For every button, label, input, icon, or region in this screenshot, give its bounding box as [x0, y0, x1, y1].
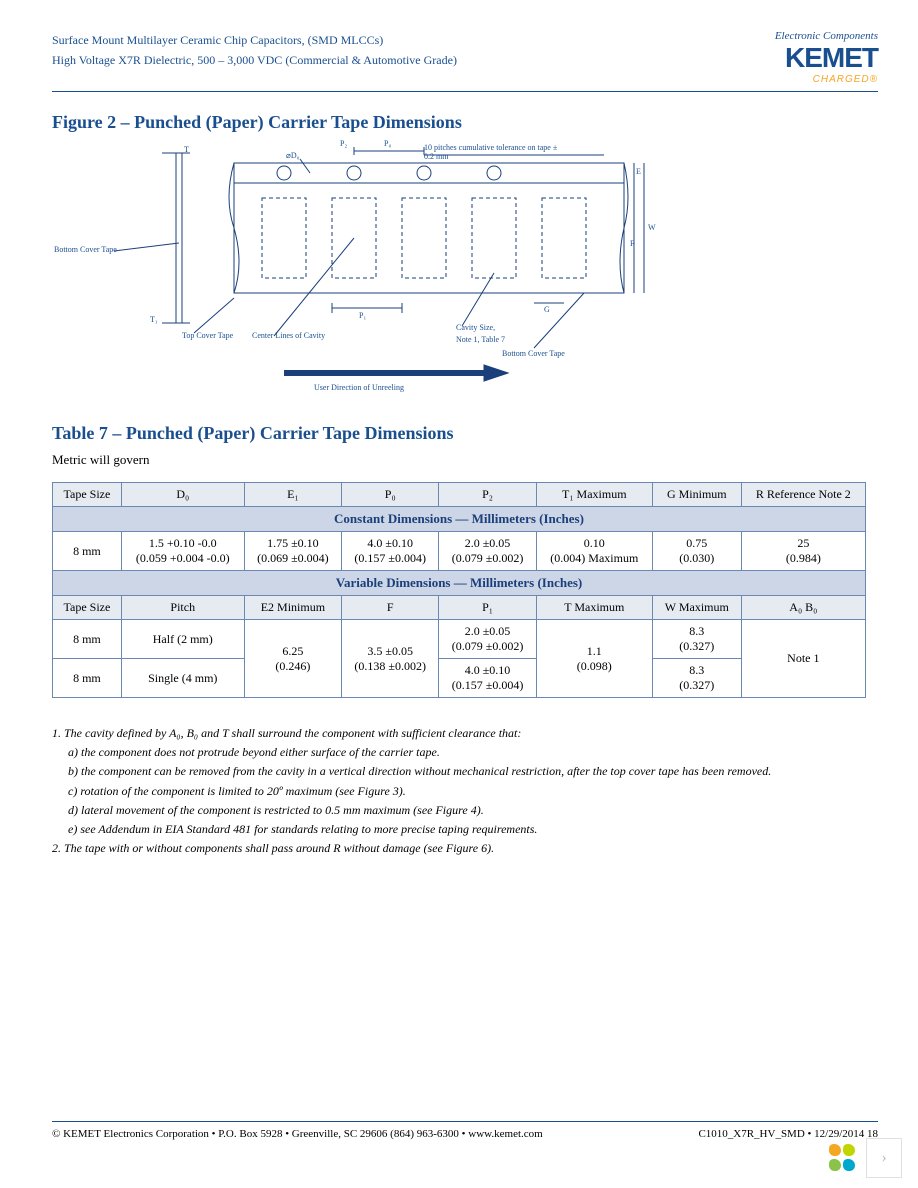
vcol-tape-size: Tape Size	[53, 596, 122, 620]
notes-block: 1. The cavity defined by A₀, B₀ and T sh…	[52, 724, 866, 858]
figure-title: Figure 2 – Punched (Paper) Carrier Tape …	[52, 112, 866, 133]
vcell-e2: 6.25 (0.246)	[244, 620, 341, 698]
col-tape-size: Tape Size	[53, 483, 122, 507]
label-P1: P₁	[359, 311, 366, 320]
label-note1: Note 1, Table 7	[456, 335, 505, 344]
footer-left: © KEMET Electronics Corporation • P.O. B…	[52, 1128, 543, 1140]
vcell-p1-2: 4.0 ±0.10 (0.157 ±0.004)	[439, 659, 536, 698]
vcol-w: W Maximum	[652, 596, 741, 620]
note-2: 2. The tape with or without components s…	[52, 839, 866, 858]
tape-diagram: Bottom Cover Tape Top Cover Tape Center …	[104, 143, 664, 403]
brand-tagline: Electronic Components	[775, 30, 878, 42]
cell-t1: 0.10 (0.004) Maximum	[536, 532, 652, 571]
page-header: Surface Mount Multilayer Ceramic Chip Ca…	[0, 0, 918, 85]
page-footer: © KEMET Electronics Corporation • P.O. B…	[52, 1121, 878, 1140]
cell-p2: 2.0 ±0.05 (0.079 ±0.002)	[439, 532, 536, 571]
note-1a: a) the component does not protrude beyon…	[68, 743, 866, 762]
vcol-ab: A₀ B₀	[741, 596, 865, 620]
const-data-row: 8 mm 1.5 +0.10 -0.0 (0.059 +0.004 -0.0) …	[53, 532, 866, 571]
label-D0: ⌀D₀	[286, 151, 299, 160]
note-1b: b) the component can be removed from the…	[68, 762, 866, 781]
note-1: 1. The cavity defined by A₀, B₀ and T sh…	[52, 724, 866, 743]
pager-controls: ›	[828, 1138, 902, 1178]
label-P2: P₂	[340, 139, 347, 148]
vcol-p1: P₁	[439, 596, 536, 620]
vcell-w2: 8.3 (0.327)	[652, 659, 741, 698]
doc-title-lines: Surface Mount Multilayer Ceramic Chip Ca…	[52, 30, 457, 71]
vcell-size: 8 mm	[53, 620, 122, 659]
vcell-ab: Note 1	[741, 620, 865, 698]
label-user-direction: User Direction of Unreeling	[314, 383, 404, 392]
label-cumulative: 10 pitches cumulative tolerance on tape …	[424, 143, 564, 161]
note-1e: e) see Addendum in EIA Standard 481 for …	[68, 820, 866, 839]
col-d0: D₀	[121, 483, 244, 507]
label-W: W	[648, 223, 656, 232]
label-top-cover-tape: Top Cover Tape	[182, 331, 233, 340]
label-center-lines: Center Lines of Cavity	[252, 331, 325, 340]
col-e1: E₁	[244, 483, 341, 507]
label-G: G	[544, 305, 550, 314]
var-cols-row: Tape Size Pitch E2 Minimum F P₁ T Maximu…	[53, 596, 866, 620]
cell-p0: 4.0 ±0.10 (0.157 ±0.004)	[342, 532, 439, 571]
label-cavity-size: Cavity Size,	[456, 323, 495, 332]
pager-logo-icon	[828, 1143, 858, 1173]
vcell-pitch: Half (2 mm)	[121, 620, 244, 659]
label-P0: P₀	[384, 139, 391, 148]
cell-size: 8 mm	[53, 532, 122, 571]
label-F: F	[630, 239, 634, 248]
doc-title-line-1: Surface Mount Multilayer Ceramic Chip Ca…	[52, 30, 457, 50]
col-r: R Reference Note 2	[741, 483, 865, 507]
vcol-e2: E2 Minimum	[244, 596, 341, 620]
doc-title-line-2: High Voltage X7R Dielectric, 500 – 3,000…	[52, 50, 457, 70]
col-g: G Minimum	[652, 483, 741, 507]
label-bottom-cover-tape-2: Bottom Cover Tape	[502, 349, 565, 358]
constant-section-header: Constant Dimensions — Millimeters (Inche…	[53, 507, 866, 532]
col-p2: P₂	[439, 483, 536, 507]
cell-d0: 1.5 +0.10 -0.0 (0.059 +0.004 -0.0)	[121, 532, 244, 571]
vcell-f: 3.5 ±0.05 (0.138 ±0.002)	[342, 620, 439, 698]
brand-logo: KEMET	[775, 42, 878, 74]
vcell-t: 1.1 (0.098)	[536, 620, 652, 698]
vcell-pitch2: Single (4 mm)	[121, 659, 244, 698]
metric-note: Metric will govern	[52, 452, 866, 468]
label-T: T	[184, 145, 189, 154]
note-1d: d) lateral movement of the component is …	[68, 801, 866, 820]
cell-e1: 1.75 ±0.10 (0.069 ±0.004)	[244, 532, 341, 571]
col-p0: P₀	[342, 483, 439, 507]
note-1c: c) rotation of the component is limited …	[68, 782, 866, 801]
brand-block: Electronic Components KEMET CHARGED®	[775, 30, 878, 85]
vcol-pitch: Pitch	[121, 596, 244, 620]
dimensions-table: Constant Dimensions — Millimeters (Inche…	[52, 482, 866, 698]
vcell-p1: 2.0 ±0.05 (0.079 ±0.002)	[439, 620, 536, 659]
cell-g: 0.75 (0.030)	[652, 532, 741, 571]
label-E: E	[636, 167, 641, 176]
header-divider	[52, 91, 878, 92]
table-title: Table 7 – Punched (Paper) Carrier Tape D…	[52, 423, 866, 444]
vcell-size2: 8 mm	[53, 659, 122, 698]
vcol-f: F	[342, 596, 439, 620]
variable-section-header: Variable Dimensions — Millimeters (Inche…	[53, 571, 866, 596]
brand-charged: CHARGED®	[775, 74, 878, 85]
label-T1: T₁	[150, 315, 158, 324]
col-t1: T₁ Maximum	[536, 483, 652, 507]
cell-r: 25 (0.984)	[741, 532, 865, 571]
chevron-right-icon: ›	[881, 1149, 886, 1167]
vcell-w: 8.3 (0.327)	[652, 620, 741, 659]
var-row-1: 8 mm Half (2 mm) 6.25 (0.246) 3.5 ±0.05 …	[53, 620, 866, 659]
next-page-button[interactable]: ›	[866, 1138, 902, 1178]
page-content: Figure 2 – Punched (Paper) Carrier Tape …	[0, 112, 918, 858]
label-bottom-cover-tape: Bottom Cover Tape	[54, 245, 117, 254]
vcol-t: T Maximum	[536, 596, 652, 620]
const-cols-row: Tape Size D₀ E₁ P₀ P₂ T₁ Maximum G Minim…	[53, 483, 866, 507]
